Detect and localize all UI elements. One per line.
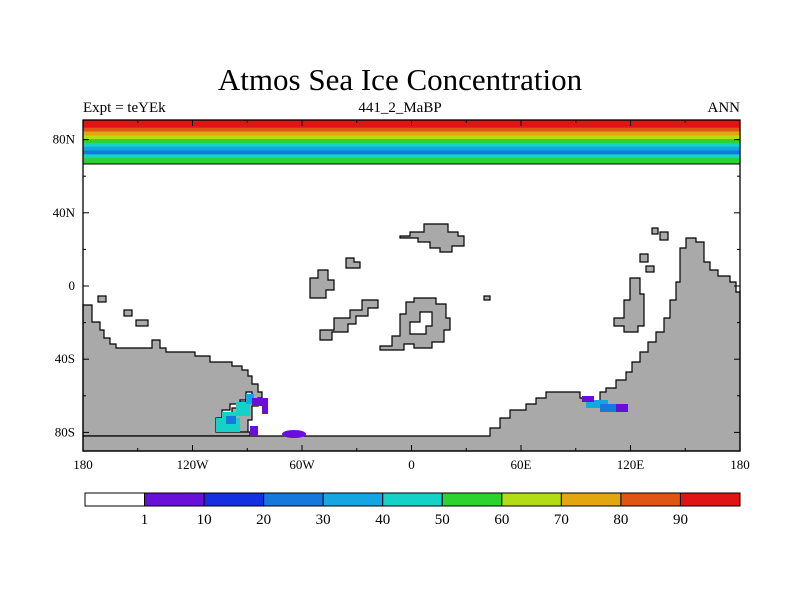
colorbar-label: 30 (316, 512, 331, 528)
lon-label: 60E (511, 457, 532, 472)
ice-patch-e2 (600, 404, 616, 412)
antarctica (82, 237, 741, 452)
ice-patch-e3 (616, 404, 628, 412)
colorbar-swatch (620, 492, 681, 507)
islet-1 (483, 295, 491, 301)
colorbar-label: 10 (197, 512, 212, 528)
colorbar-swatch (203, 492, 265, 507)
arctic-sea-ice (83, 120, 740, 165)
islet-6 (659, 231, 669, 241)
longitude-axis: 180 120W 60W 0 60E 120E 180 (73, 120, 750, 472)
latitude-axis: 80N 40N 0 40S 80S (53, 132, 740, 439)
colorbar-label: 50 (435, 512, 450, 528)
colorbar-label: 40 (375, 512, 390, 528)
lat-label: 0 (69, 278, 76, 293)
lon-label: 120W (177, 457, 210, 472)
island-d-lake (409, 311, 433, 335)
lat-label: 40N (53, 205, 76, 220)
time-label: 441_2_MaBP (358, 100, 442, 116)
island-a (345, 257, 361, 269)
lon-label: 120E (617, 457, 645, 472)
ice-patch-w7 (262, 398, 268, 414)
colorbar-label: 70 (554, 512, 569, 528)
landmass-north-east (399, 223, 465, 253)
colorbar-swatch (441, 492, 503, 507)
ice-patch-w4 (236, 402, 250, 416)
colorbar-swatch (382, 492, 443, 507)
colorbar-label: 80 (613, 512, 628, 528)
colorbar-label: 20 (256, 512, 271, 528)
arctic-band-8 (83, 150, 740, 155)
arctic-band-1 (83, 123, 740, 129)
lat-label: 40S (55, 351, 75, 366)
antarctic-sea-ice (216, 394, 628, 438)
arctic-band-9 (83, 154, 740, 159)
island-c (319, 299, 379, 341)
islet-8 (645, 265, 655, 273)
map-title: Atmos Sea Ice Concentration (217, 62, 583, 97)
arctic-band-5 (83, 139, 740, 144)
arctic-band-7 (83, 146, 740, 152)
season-label: ANN (707, 100, 741, 116)
colorbar-swatch (560, 492, 622, 507)
islet-2 (97, 295, 107, 303)
ice-patch-s1 (282, 430, 306, 438)
islet-5 (651, 227, 659, 235)
colorbar-swatch (501, 492, 562, 507)
colorbar-swatch (263, 492, 324, 507)
islet-7 (639, 253, 649, 263)
island-b (309, 269, 335, 299)
island-east (613, 277, 645, 333)
colorbar-label: 90 (673, 512, 688, 528)
lat-label: 80N (53, 132, 76, 147)
ice-patch-e1 (586, 400, 608, 408)
ice-patch-w3 (226, 416, 236, 424)
islet-3 (123, 309, 133, 317)
colorbar-label: 1 (141, 512, 149, 528)
colorbar-swatch (144, 492, 205, 507)
arctic-band-2 (83, 127, 740, 133)
ice-patch-e4 (582, 396, 594, 402)
colorbar-swatch (84, 492, 146, 507)
lon-label: 0 (408, 457, 415, 472)
arctic-band-4 (83, 135, 740, 140)
arctic-band-10 (83, 158, 740, 163)
colorbar-label: 60 (494, 512, 509, 528)
colorbar: 1 10 20 30 40 50 60 70 80 90 (84, 492, 741, 528)
lat-label: 80S (55, 424, 75, 439)
experiment-label: Expt = teYEk (83, 100, 166, 116)
colorbar-swatch (322, 492, 384, 507)
ice-patch-w6 (252, 398, 262, 406)
lon-label: 180 (730, 457, 750, 472)
arctic-band-3 (83, 131, 740, 136)
lon-label: 60W (289, 457, 315, 472)
ice-patch-w8 (250, 426, 258, 436)
arctic-band-6 (83, 142, 740, 148)
land-masses (82, 223, 741, 452)
ice-patch-w5 (246, 394, 254, 404)
colorbar-swatch (679, 492, 741, 507)
lon-label: 180 (73, 457, 93, 472)
islet-4 (135, 319, 149, 327)
